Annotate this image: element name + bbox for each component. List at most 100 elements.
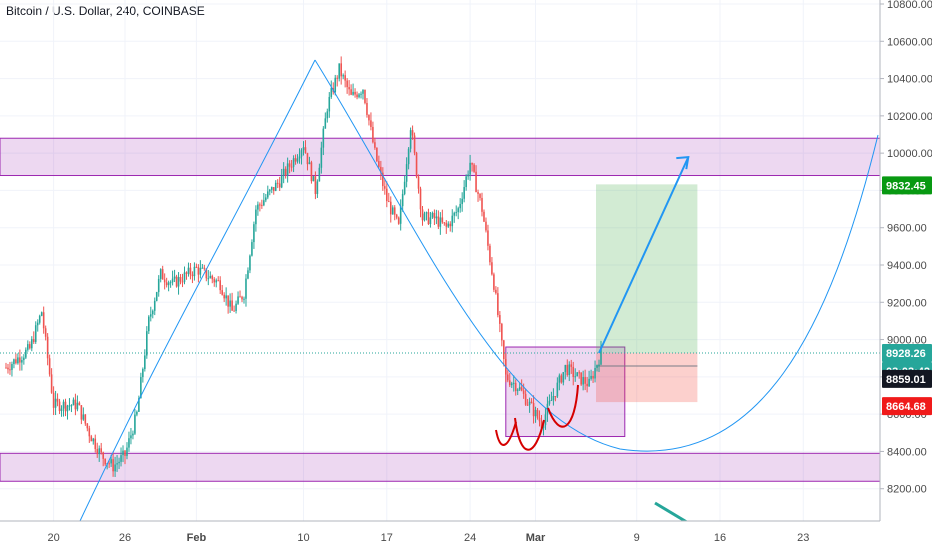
long-position-tool[interactable] [596, 184, 698, 403]
candle [370, 112, 372, 131]
candle [364, 89, 366, 105]
candle [142, 367, 144, 383]
svg-text:8859.01: 8859.01 [886, 374, 926, 386]
candle [401, 189, 404, 212]
candle [209, 271, 212, 279]
candle [5, 362, 7, 369]
candle [161, 265, 164, 280]
candle [114, 456, 116, 477]
candle [415, 151, 418, 179]
candle [324, 112, 327, 129]
candle [32, 331, 35, 344]
candle [84, 414, 87, 426]
candle [528, 397, 531, 413]
candle [261, 199, 263, 209]
candle [556, 377, 559, 398]
candle [130, 427, 132, 445]
candle [92, 437, 95, 445]
candle [487, 224, 489, 251]
candle [501, 322, 503, 347]
candle [455, 205, 458, 217]
candle [251, 239, 253, 257]
candle [403, 175, 406, 196]
candle [338, 63, 340, 82]
candle [48, 354, 51, 377]
candle [253, 221, 255, 249]
candle [9, 361, 11, 375]
price-axis[interactable]: 10800.00 10600.00 10400.00 10200.00 10000.00… [880, 0, 932, 533]
candle [259, 202, 261, 212]
candle [447, 221, 450, 228]
candle [395, 213, 398, 220]
price-tick-label: 9600.00 [887, 223, 927, 235]
candle [278, 176, 281, 192]
candle [219, 276, 221, 295]
trend-arc-bowl[interactable] [314, 59, 879, 452]
drawings[interactable] [0, 59, 880, 532]
time-axis[interactable]: 20 26 Feb 10 17 24 Mar 9 16 23 [47, 532, 809, 544]
pattern-curve-right[interactable] [547, 384, 579, 428]
resistance-zone[interactable] [0, 137, 881, 177]
candle [536, 407, 539, 420]
candle [461, 192, 463, 212]
candle [136, 410, 138, 417]
candle [584, 369, 586, 391]
candle [435, 209, 438, 225]
candle [288, 160, 291, 174]
candle [524, 388, 527, 406]
candle [213, 277, 216, 287]
candle [132, 430, 134, 440]
support-zone[interactable] [0, 452, 881, 482]
candle [203, 264, 206, 271]
candles [5, 56, 602, 477]
candle [108, 460, 110, 468]
candle [34, 321, 37, 344]
candle [310, 160, 313, 184]
chart-zones[interactable] [0, 137, 881, 482]
candle [267, 185, 269, 200]
candle [126, 442, 128, 460]
candle [74, 393, 77, 416]
candle [66, 404, 69, 420]
candle [495, 286, 497, 295]
candle [181, 273, 184, 288]
cursor-price-badge: 8859.01 [882, 369, 932, 388]
candle [72, 397, 75, 406]
candle [514, 379, 517, 396]
candle [429, 211, 432, 228]
candle [42, 306, 45, 334]
target-price-badge: 9832.45 [882, 176, 932, 195]
candle [78, 401, 81, 406]
candle [572, 361, 575, 386]
candle [586, 377, 588, 393]
candle [336, 75, 339, 87]
candle [38, 314, 41, 325]
candle [382, 167, 384, 191]
candle [302, 141, 305, 156]
candle [50, 368, 53, 394]
projection-arrow[interactable] [598, 156, 690, 354]
price-tick-label: 10000.00 [887, 148, 932, 160]
stop-price-badge: 8664.68 [882, 397, 932, 416]
price-tick-label: 10400.00 [887, 74, 932, 86]
pattern-curve-mid[interactable] [514, 417, 545, 451]
candle [491, 257, 493, 276]
candle [191, 271, 194, 284]
candle [229, 293, 231, 313]
time-tick-label: 10 [297, 532, 309, 544]
candle [286, 157, 289, 183]
candle [346, 78, 348, 94]
loss-zone[interactable] [596, 352, 698, 403]
candle [425, 211, 428, 221]
candle [235, 300, 237, 314]
candle [421, 205, 424, 226]
trend-arc-left[interactable] [79, 59, 316, 522]
candle [54, 390, 57, 416]
candle [481, 192, 483, 217]
candle [282, 162, 285, 184]
candle [199, 260, 202, 279]
candle [516, 388, 519, 396]
pattern-curve-left[interactable] [495, 421, 517, 446]
candle [580, 372, 582, 386]
